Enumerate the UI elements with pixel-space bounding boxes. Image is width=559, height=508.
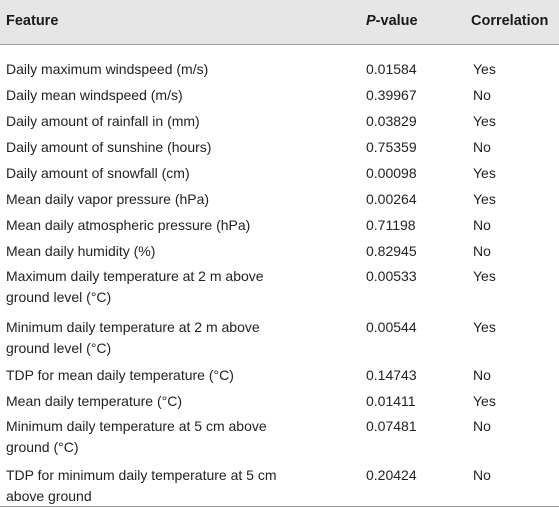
feature-line: ground level (°C)	[6, 289, 112, 305]
correlation-cell: No	[473, 243, 491, 259]
feature-cell: Minimum daily temperature at 5 cm above g…	[6, 416, 336, 458]
header-p-value: P-value	[366, 13, 418, 29]
table-header: Feature P-value Correlation	[0, 0, 559, 45]
feature-cell: Daily amount of sunshine (hours)	[6, 137, 336, 158]
p-value-cell: 0.00533	[366, 268, 417, 284]
feature-cell: Daily amount of snowfall (cm)	[6, 163, 336, 184]
correlation-cell: Yes	[473, 61, 496, 77]
feature-cell: Mean daily vapor pressure (hPa)	[6, 189, 336, 210]
feature-line: Maximum daily temperature at 2 m above	[6, 268, 264, 284]
header-correlation: Correlation	[471, 13, 549, 29]
feature-cell: TDP for minimum daily temperature at 5 c…	[6, 465, 336, 507]
header-feature: Feature	[6, 13, 59, 29]
feature-line: ground level (°C)	[6, 340, 112, 356]
feature-line: Mean daily vapor pressure (hPa)	[6, 191, 210, 207]
correlation-cell: Yes	[473, 268, 496, 284]
feature-line: above ground	[6, 488, 92, 504]
feature-cell: Mean daily humidity (%)	[6, 241, 336, 262]
header-p-value-italic: P	[366, 13, 376, 29]
p-value-cell: 0.39967	[366, 87, 417, 103]
feature-cell: Daily mean windspeed (m/s)	[6, 85, 336, 106]
feature-line: Mean daily temperature (°C)	[6, 393, 182, 409]
table-bottom-rule	[0, 506, 559, 507]
correlation-cell: Yes	[473, 165, 496, 181]
feature-line: TDP for minimum daily temperature at 5 c…	[6, 467, 277, 483]
feature-line: Minimum daily temperature at 5 cm above	[6, 418, 267, 434]
correlation-cell: Yes	[473, 393, 496, 409]
correlation-cell: No	[473, 467, 491, 483]
feature-cell: Daily amount of rainfall in (mm)	[6, 111, 336, 132]
feature-line: Daily maximum windspeed (m/s)	[6, 61, 209, 77]
p-value-cell: 0.07481	[366, 418, 417, 434]
p-value-cell: 0.71198	[366, 217, 416, 233]
feature-line: Daily amount of rainfall in (mm)	[6, 113, 200, 129]
p-value-cell: 0.75359	[366, 139, 417, 155]
p-value-cell: 0.14743	[366, 367, 417, 383]
correlation-cell: No	[473, 217, 491, 233]
feature-line: Daily amount of sunshine (hours)	[6, 139, 212, 155]
feature-cell: Minimum daily temperature at 2 m above gr…	[6, 317, 336, 359]
correlation-cell: No	[473, 139, 491, 155]
feature-line: TDP for mean daily temperature (°C)	[6, 367, 234, 383]
p-value-cell: 0.03829	[366, 113, 417, 129]
p-value-cell: 0.00098	[366, 165, 417, 181]
feature-line: Mean daily humidity (%)	[6, 243, 156, 259]
feature-line: Daily amount of snowfall (cm)	[6, 165, 190, 181]
correlation-cell: Yes	[473, 319, 496, 335]
p-value-cell: 0.00544	[366, 319, 417, 335]
correlation-cell: Yes	[473, 191, 496, 207]
feature-line: ground (°C)	[6, 439, 79, 455]
feature-cell: Daily maximum windspeed (m/s)	[6, 59, 336, 80]
feature-cell: Mean daily temperature (°C)	[6, 391, 336, 412]
feature-cell: TDP for mean daily temperature (°C)	[6, 365, 336, 386]
p-value-cell: 0.82945	[366, 243, 417, 259]
feature-line: Minimum daily temperature at 2 m above	[6, 319, 260, 335]
correlation-cell: No	[473, 367, 491, 383]
correlation-cell: No	[473, 418, 491, 434]
p-value-cell: 0.01411	[366, 393, 416, 409]
p-value-cell: 0.20424	[366, 467, 417, 483]
feature-line: Mean daily atmospheric pressure (hPa)	[6, 217, 251, 233]
correlation-cell: Yes	[473, 113, 496, 129]
header-p-value-suffix: -value	[375, 13, 418, 29]
feature-cell: Mean daily atmospheric pressure (hPa)	[6, 215, 336, 236]
correlation-cell: No	[473, 87, 491, 103]
feature-cell: Maximum daily temperature at 2 m above gr…	[6, 266, 336, 308]
p-value-cell: 0.01584	[366, 61, 417, 77]
p-value-cell: 0.00264	[366, 191, 417, 207]
feature-line: Daily mean windspeed (m/s)	[6, 87, 183, 103]
